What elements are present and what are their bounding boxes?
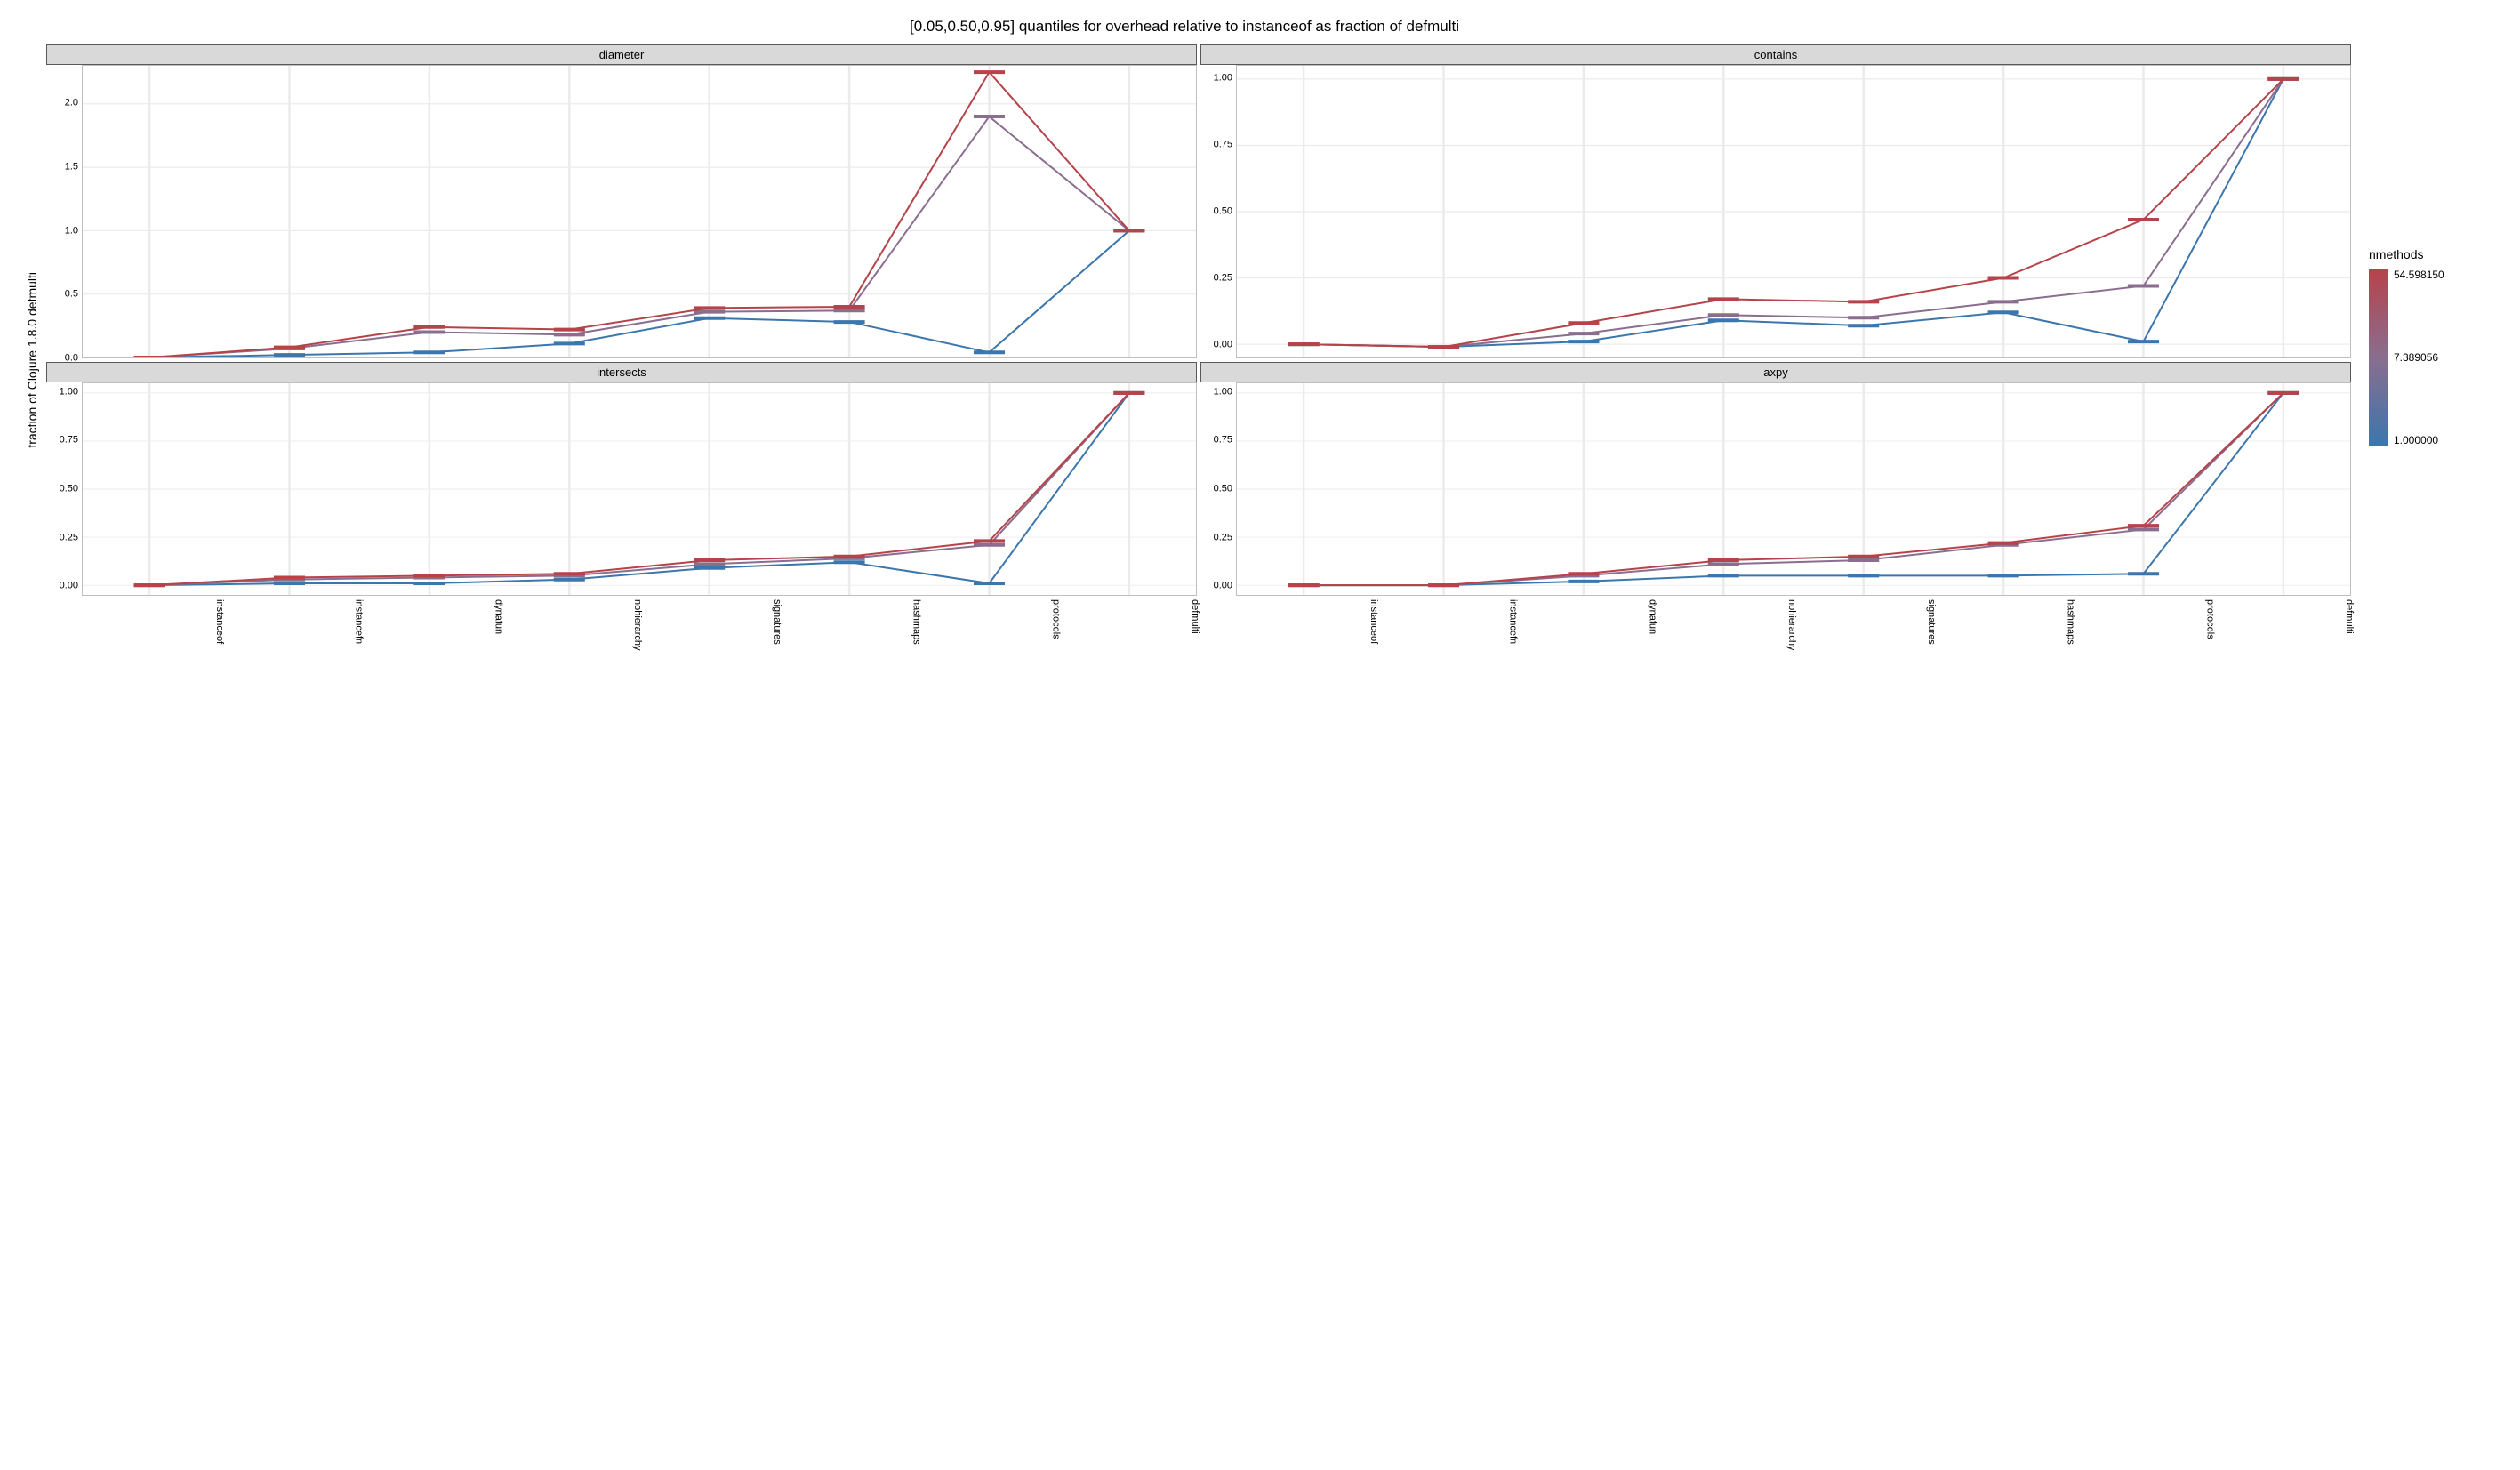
x-tick: instancefn bbox=[1379, 596, 1519, 676]
x-tick: dynafun bbox=[365, 596, 504, 676]
facet-strip: axpy bbox=[1200, 362, 2351, 382]
x-tick: hashmaps bbox=[782, 596, 922, 676]
facet-axpy: axpy1.000.750.500.250.00instanceofinstan… bbox=[1200, 362, 2351, 676]
legend: nmethods 54.598150 7.389056 1.000000 bbox=[2351, 247, 2502, 446]
facet-strip: intersects bbox=[46, 362, 1197, 382]
y-axis-label: fraction of Clojure 1.8.0 defmulti bbox=[18, 272, 46, 448]
facet-strip: diameter bbox=[46, 44, 1197, 65]
x-tick-labels: instanceofinstancefndynafunnohierarchysi… bbox=[1236, 596, 2351, 676]
legend-tick: 1.000000 bbox=[2394, 434, 2444, 446]
x-tick: instanceof bbox=[85, 596, 225, 676]
x-tick: nohierarchy bbox=[1657, 596, 1797, 676]
x-tick: defmulti bbox=[2215, 596, 2355, 676]
x-tick: instancefn bbox=[225, 596, 365, 676]
x-tick-labels: instanceofinstancefndynafunnohierarchysi… bbox=[82, 596, 1197, 676]
x-tick: protocols bbox=[2076, 596, 2216, 676]
panel bbox=[1236, 65, 2351, 358]
facet-strip: contains bbox=[1200, 44, 2351, 65]
legend-gradient bbox=[2369, 269, 2388, 446]
y-tick-labels: 1.000.750.500.250.00 bbox=[46, 382, 82, 596]
facet-intersects: intersects1.000.750.500.250.00instanceof… bbox=[46, 362, 1197, 676]
panel bbox=[82, 65, 1197, 358]
x-tick: defmulti bbox=[1061, 596, 1200, 676]
x-tick: signatures bbox=[1797, 596, 1937, 676]
x-tick: protocols bbox=[922, 596, 1062, 676]
legend-tick-labels: 54.598150 7.389056 1.000000 bbox=[2388, 269, 2444, 446]
x-tick: dynafun bbox=[1519, 596, 1658, 676]
plot-area: [0.05,0.50,0.95] quantiles for overhead … bbox=[18, 18, 2351, 676]
y-tick-labels: 1.000.750.500.250.00 bbox=[1200, 382, 1236, 596]
legend-tick: 7.389056 bbox=[2394, 351, 2444, 364]
facet-contains: contains1.000.750.500.250.00 bbox=[1200, 44, 2351, 358]
facet-diameter: diameter2.01.51.00.50.0 bbox=[46, 44, 1197, 358]
x-tick: instanceof bbox=[1240, 596, 1379, 676]
chart-title: [0.05,0.50,0.95] quantiles for overhead … bbox=[18, 18, 2351, 36]
legend-title: nmethods bbox=[2369, 247, 2502, 261]
y-tick-labels: 2.01.51.00.50.0 bbox=[46, 65, 82, 358]
x-tick: nohierarchy bbox=[503, 596, 643, 676]
x-tick: signatures bbox=[643, 596, 782, 676]
facet-grid: diameter2.01.51.00.50.0contains1.000.750… bbox=[46, 44, 2351, 676]
chart-container: [0.05,0.50,0.95] quantiles for overhead … bbox=[18, 18, 2502, 676]
x-tick: hashmaps bbox=[1937, 596, 2076, 676]
legend-tick: 54.598150 bbox=[2394, 269, 2444, 281]
y-tick-labels: 1.000.750.500.250.00 bbox=[1200, 65, 1236, 358]
panel bbox=[82, 382, 1197, 596]
panel bbox=[1236, 382, 2351, 596]
